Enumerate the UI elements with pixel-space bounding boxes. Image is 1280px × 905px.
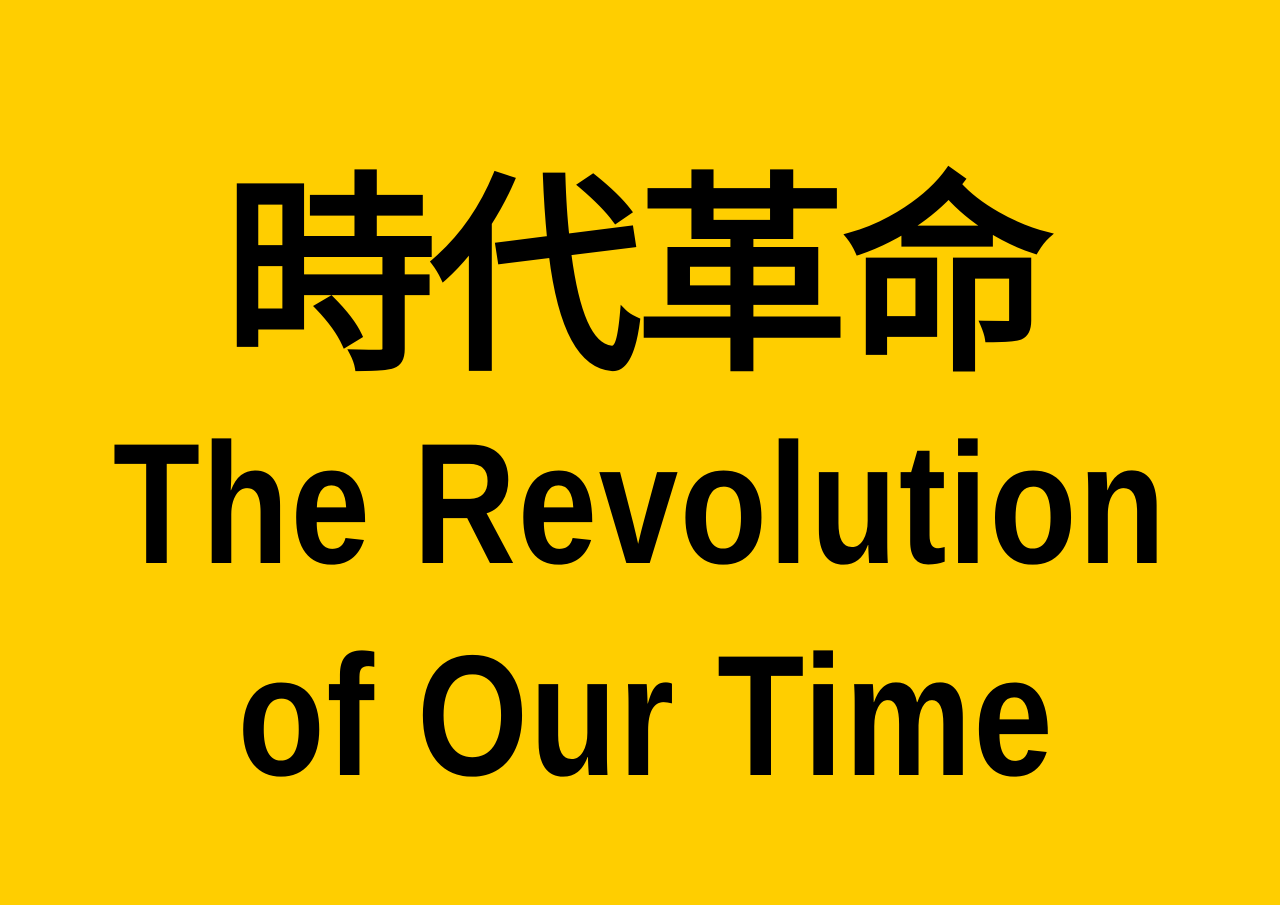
chinese-slogan: 時代革命 xyxy=(224,154,1054,401)
english-slogan-line-1: The Revolution xyxy=(112,408,1168,600)
english-slogan-line-2: of Our Time xyxy=(237,620,1055,812)
